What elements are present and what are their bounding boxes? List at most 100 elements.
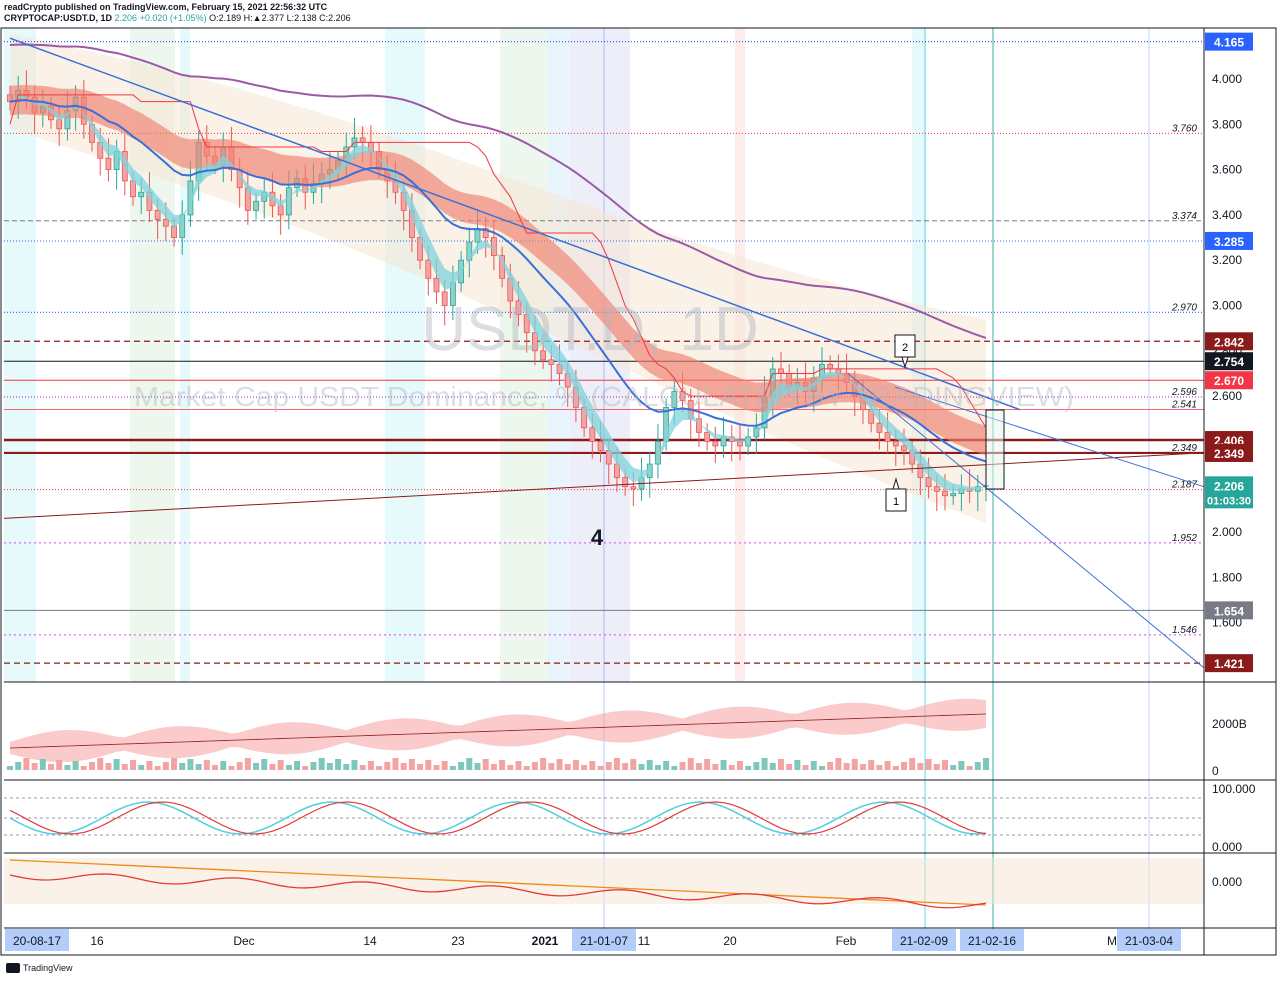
volume-bar bbox=[433, 765, 440, 770]
price-badge-countdown: 01:03:30 bbox=[1207, 495, 1251, 507]
candle-body bbox=[892, 440, 899, 447]
candle-body bbox=[130, 180, 136, 198]
volume-bar bbox=[761, 758, 768, 770]
price-badge: 2.670 bbox=[1205, 371, 1253, 390]
volume-bar bbox=[827, 762, 834, 770]
level-label: 1.952 bbox=[1172, 533, 1197, 544]
volume-bar bbox=[343, 764, 350, 770]
volume-bar bbox=[203, 760, 210, 770]
volume-bar bbox=[950, 765, 957, 770]
candle-body bbox=[474, 228, 481, 243]
volume-bar bbox=[786, 764, 793, 770]
volume-bar bbox=[417, 764, 424, 770]
volume-bar bbox=[48, 764, 55, 770]
volume-bar bbox=[441, 761, 448, 770]
volume-bar bbox=[302, 766, 309, 770]
volume-bar bbox=[802, 765, 809, 770]
candle-body bbox=[712, 440, 719, 447]
volume-bar bbox=[892, 766, 899, 770]
callout-1[interactable]: 1 bbox=[885, 477, 907, 512]
level-label: 2.187 bbox=[1171, 480, 1197, 491]
volume-bar bbox=[285, 765, 292, 770]
oscillator-tick: 0.000 bbox=[1212, 840, 1242, 854]
level-label: 2.970 bbox=[1171, 302, 1197, 313]
x-axis-label: 20-08-17 bbox=[13, 934, 61, 948]
volume-bar bbox=[753, 762, 760, 770]
candle-body bbox=[171, 225, 177, 238]
level-label: 3.760 bbox=[1172, 123, 1197, 134]
volume-bar bbox=[39, 759, 46, 770]
mid-trendline bbox=[894, 386, 1205, 488]
volume-bar bbox=[843, 763, 850, 770]
price-tick: 3.000 bbox=[1212, 299, 1242, 313]
price-tick: 2.600 bbox=[1212, 389, 1242, 403]
volume-bar bbox=[851, 759, 858, 770]
price-badge-bg bbox=[1205, 476, 1253, 509]
volume-bar bbox=[523, 766, 530, 770]
candle-body bbox=[671, 391, 678, 408]
volume-bar bbox=[933, 764, 940, 770]
volume-bar bbox=[654, 765, 661, 770]
tradingview-logo-icon bbox=[6, 963, 20, 973]
volume-bar bbox=[458, 762, 465, 770]
oscillator-tick: 100.000 bbox=[1212, 782, 1256, 796]
x-label-highlight bbox=[572, 929, 636, 951]
price-badge: 1.421 bbox=[1205, 654, 1253, 673]
oscillator-signal bbox=[9, 801, 987, 835]
fast-ribbon bbox=[10, 95, 986, 492]
candle-body bbox=[105, 157, 112, 170]
volume-bar bbox=[638, 764, 645, 770]
volume-bar bbox=[712, 764, 719, 770]
level-label: 2.596 bbox=[1171, 387, 1197, 398]
volume-bar bbox=[966, 766, 973, 770]
volume-bar bbox=[900, 762, 907, 770]
candle-body bbox=[441, 291, 448, 306]
volume-bar bbox=[80, 766, 87, 770]
x-axis-label: Dec bbox=[233, 934, 254, 948]
time-highlight-band bbox=[4, 28, 36, 682]
volume-bar bbox=[236, 762, 243, 770]
price-badge-bg bbox=[1205, 352, 1253, 371]
watermark-name: Market Cap USDT Dominance, % (CALCULATED… bbox=[134, 381, 1074, 412]
volume-bar bbox=[564, 764, 571, 770]
level-label: 3.374 bbox=[1172, 211, 1197, 222]
volume-bar bbox=[515, 761, 522, 770]
oscillator-line bbox=[9, 801, 987, 835]
price-badge-text: 1.654 bbox=[1214, 604, 1244, 618]
volume-bar bbox=[540, 758, 547, 770]
volume-bar bbox=[408, 759, 415, 770]
candle-body bbox=[433, 277, 440, 293]
volume-bar bbox=[490, 764, 497, 770]
volume-bar bbox=[876, 765, 883, 770]
volume-bar bbox=[556, 759, 563, 770]
price-badge-bg bbox=[1205, 32, 1253, 51]
volume-bar bbox=[171, 758, 178, 770]
watermark-symbol: USDT.D, 1D bbox=[421, 295, 759, 364]
volume-bar bbox=[499, 760, 506, 770]
price-badge-bg bbox=[1205, 601, 1253, 620]
volume-bar bbox=[326, 763, 333, 770]
candle-body bbox=[154, 209, 161, 220]
projection-box[interactable] bbox=[985, 409, 1005, 490]
volume-bar bbox=[294, 761, 301, 770]
price-badge-text: 1.421 bbox=[1214, 657, 1244, 671]
volume-bar bbox=[384, 762, 391, 770]
candle-body bbox=[482, 228, 489, 238]
price-badge: 2.842 bbox=[1205, 332, 1253, 351]
volume-bar bbox=[228, 766, 235, 770]
price-badge-text: 2.206 bbox=[1214, 479, 1244, 493]
volume-bar bbox=[679, 762, 686, 770]
candle-body bbox=[745, 436, 752, 447]
volume-bar bbox=[507, 765, 514, 770]
volume-bar bbox=[121, 764, 128, 770]
volume-bar bbox=[277, 760, 284, 770]
volume-bar bbox=[335, 759, 342, 770]
price-badge-text: 2.670 bbox=[1214, 374, 1244, 388]
x-axis-label: 23 bbox=[451, 934, 465, 948]
wave-label[interactable]: 4 bbox=[591, 525, 604, 550]
callout-2[interactable]: 2 bbox=[894, 334, 916, 369]
x-label-highlight bbox=[960, 929, 1024, 951]
volume-bar bbox=[212, 765, 219, 770]
volume-bar bbox=[818, 766, 825, 770]
